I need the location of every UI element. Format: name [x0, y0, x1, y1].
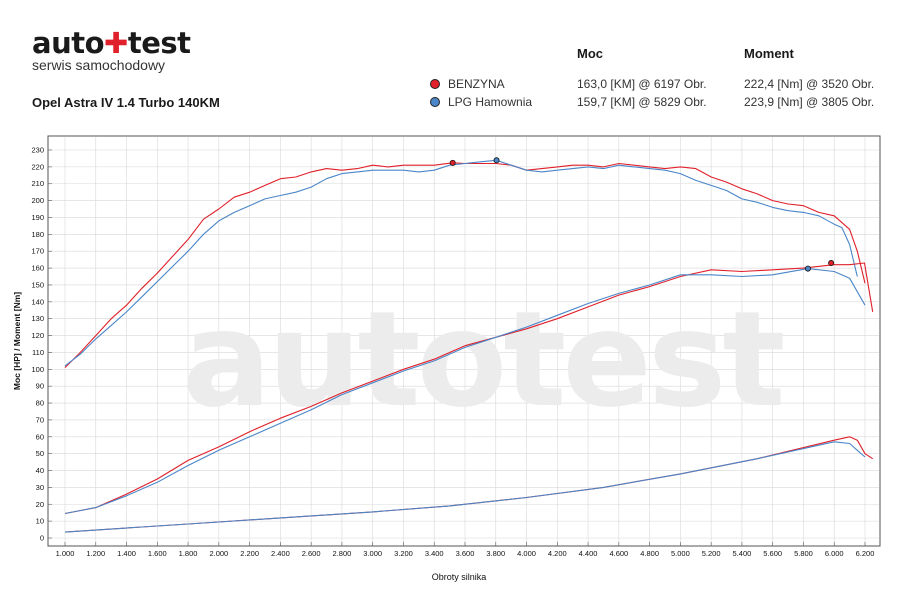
x-tick-label: 2.000	[209, 549, 228, 558]
series-line-power-lpg	[64, 268, 866, 515]
logo-text-left: auto	[32, 26, 105, 60]
y-tick-label: 170	[31, 247, 44, 256]
legend-row-lpg: LPG Hamownia	[430, 93, 532, 111]
x-axis-ticks: 1.000 1.200 1.400 1.600 1.800 2.000 2.200 2.400…	[56, 542, 875, 558]
y-tick-label: 150	[31, 280, 44, 289]
legend-torque-lpg: 223,9 [Nm] @ 3805 Obr.	[744, 95, 875, 109]
y-tick-label: 60	[36, 432, 44, 441]
chart-frame	[47, 135, 881, 547]
x-tick-label: 3.000	[363, 549, 382, 558]
y-tick-label: 120	[31, 331, 44, 340]
legend-series-name: BENZYNA	[448, 77, 505, 91]
dyno-chart: autotest 1.000 1.200 1.400 1.600 1.800 2.000 2…	[12, 135, 881, 582]
page-title: Opel Astra IV 1.4 Turbo 140KM	[32, 95, 220, 110]
logo-cross-icon: ✚	[104, 26, 128, 60]
legend-row-benzyna: BENZYNA	[430, 75, 505, 93]
legend-marker-icon	[430, 97, 440, 107]
legend-marker-icon	[430, 79, 440, 89]
x-tick-label: 1.800	[179, 549, 198, 558]
y-tick-label: 70	[36, 415, 44, 424]
legend-series-name: LPG Hamownia	[448, 95, 533, 109]
legend-torque-benzyna: 222,4 [Nm] @ 3520 Obr.	[744, 77, 875, 91]
x-tick-label: 4.400	[579, 549, 598, 558]
legend-power-benzyna: 163,0 [KM] @ 6197 Obr.	[577, 77, 707, 91]
x-tick-label: 4.800	[640, 549, 659, 558]
x-tick-label: 2.400	[271, 549, 290, 558]
y-tick-label: 210	[31, 179, 44, 188]
grid	[49, 137, 879, 545]
legend-power-lpg: 159,7 [KM] @ 5829 Obr.	[577, 95, 707, 109]
y-tick-label: 100	[31, 365, 44, 374]
peak-point-benzyna	[449, 159, 456, 166]
series-line-loss-lpg	[64, 441, 866, 533]
logo-text-right: test	[127, 26, 191, 60]
brand-subtitle: serwis samochodowy	[32, 57, 166, 73]
x-tick-label: 3.600	[456, 549, 475, 558]
x-tick-label: 2.200	[240, 549, 259, 558]
peak-markers	[449, 157, 835, 272]
y-axis-label: Moc [HP] / Moment [Nm]	[12, 292, 22, 390]
x-tick-label: 6.000	[825, 549, 844, 558]
y-tick-label: 220	[31, 162, 44, 171]
y-tick-label: 230	[31, 146, 44, 155]
x-tick-label: 4.000	[517, 549, 536, 558]
x-tick-label: 1.400	[117, 549, 136, 558]
y-tick-label: 50	[36, 449, 44, 458]
x-tick-label: 6.200	[856, 549, 875, 558]
y-tick-label: 10	[36, 517, 44, 526]
y-tick-label: 180	[31, 230, 44, 239]
y-tick-label: 140	[31, 297, 44, 306]
y-tick-label: 160	[31, 264, 44, 273]
x-tick-label: 5.600	[763, 549, 782, 558]
peak-point-lpg	[493, 157, 500, 164]
y-tick-label: 190	[31, 213, 44, 222]
series-line-torque-lpg	[64, 159, 858, 367]
y-tick-label: 20	[36, 500, 44, 509]
y-tick-label: 110	[32, 348, 44, 357]
y-tick-label: 40	[36, 466, 44, 475]
x-tick-label: 5.000	[671, 549, 690, 558]
x-axis-label: Obroty silnika	[432, 572, 487, 582]
x-tick-label: 5.200	[702, 549, 721, 558]
y-tick-label: 30	[36, 483, 44, 492]
x-tick-label: 5.400	[733, 549, 752, 558]
y-tick-label: 130	[31, 314, 44, 323]
brand: auto✚test serwis samochodowy	[32, 26, 191, 73]
x-tick-label: 3.200	[394, 549, 413, 558]
watermark: autotest	[182, 283, 783, 437]
x-tick-label: 4.600	[609, 549, 628, 558]
x-tick-label: 1.200	[86, 549, 105, 558]
x-tick-label: 4.200	[548, 549, 567, 558]
x-tick-label: 2.600	[302, 549, 321, 558]
legend-header-power: Moc	[577, 46, 603, 61]
y-tick-label: 90	[36, 382, 44, 391]
y-axis-ticks: 0 10 20 30 40 50 60 70 80 90 100 110 120 130 140 150 160…	[31, 146, 52, 543]
y-tick-label: 0	[40, 534, 44, 543]
x-tick-label: 1.600	[148, 549, 167, 558]
x-tick-label: 3.800	[486, 549, 505, 558]
series-line-torque-benzyna	[64, 162, 866, 368]
y-tick-label: 200	[31, 196, 44, 205]
y-tick-label: 80	[36, 399, 44, 408]
x-tick-label: 1.000	[56, 549, 75, 558]
x-tick-label: 5.800	[794, 549, 813, 558]
legend-header-torque: Moment	[744, 46, 794, 61]
x-tick-label: 3.400	[425, 549, 444, 558]
peak-point-lpg	[804, 265, 811, 272]
peak-point-benzyna	[828, 260, 835, 267]
brand-logo: auto✚test	[32, 26, 191, 60]
series-lines	[64, 159, 874, 533]
x-tick-label: 2.800	[333, 549, 352, 558]
